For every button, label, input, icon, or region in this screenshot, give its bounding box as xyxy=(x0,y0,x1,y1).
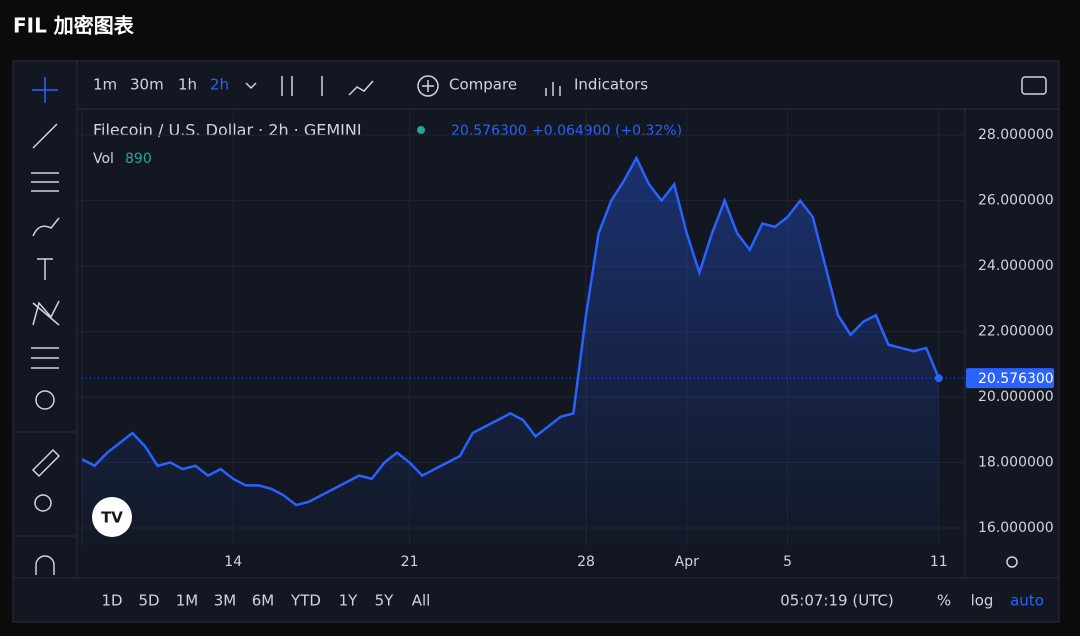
range[interactable]: 1D xyxy=(101,592,122,610)
last-price-dot xyxy=(934,374,943,383)
text-icon[interactable] xyxy=(37,258,53,280)
indicators-icon[interactable] xyxy=(545,82,561,96)
legend-change: +0.064900 (+0.32%) xyxy=(532,123,682,139)
ruler-icon[interactable] xyxy=(31,448,61,478)
vol-label: Vol xyxy=(93,151,114,167)
x-tick-label: 14 xyxy=(224,554,242,570)
settings-icon[interactable] xyxy=(1006,556,1018,568)
range[interactable]: 1M xyxy=(176,592,199,610)
log-toggle[interactable]: log xyxy=(971,592,994,610)
status-dot xyxy=(417,126,425,134)
chart-type-icons[interactable] xyxy=(245,76,374,96)
magnet-icon[interactable] xyxy=(35,555,55,575)
percent-toggle[interactable]: % xyxy=(937,592,951,610)
y-tick-label: 18.000000 xyxy=(978,455,1054,471)
drawing-tools[interactable] xyxy=(31,77,61,575)
page-title: FIL 加密图表 xyxy=(13,14,135,38)
line-icon[interactable] xyxy=(32,123,58,149)
y-tick-label: 26.000000 xyxy=(978,193,1054,209)
range[interactable]: 1Y xyxy=(339,592,359,610)
x-tick-label: Apr xyxy=(675,554,699,570)
interval-active[interactable]: 2h xyxy=(210,76,229,94)
crosshair-icon[interactable] xyxy=(32,77,58,103)
interval[interactable]: 1h xyxy=(178,76,197,94)
tv-logo[interactable] xyxy=(92,497,132,537)
tv-logo-mark: TV xyxy=(101,509,123,527)
plot: 16.000000 18.000000 20.000000 22.000000 24.0… xyxy=(77,109,1054,570)
compare-plus[interactable] xyxy=(422,80,434,92)
prediction-icon[interactable] xyxy=(31,347,59,369)
y-tick-label: 28.000000 xyxy=(978,127,1054,143)
emoji-icon[interactable] xyxy=(35,390,55,410)
zoom-icon[interactable] xyxy=(34,494,52,512)
pattern-icon[interactable] xyxy=(32,300,60,326)
range[interactable]: 5D xyxy=(138,592,159,610)
y-tick-label: 20.000000 xyxy=(978,389,1054,405)
indicators-button[interactable]: Indicators xyxy=(574,76,648,94)
last-price-label: 20.576300 xyxy=(978,371,1054,387)
compare-button[interactable]: Compare xyxy=(449,76,517,94)
interval[interactable]: 1m xyxy=(93,76,117,94)
range[interactable]: 5Y xyxy=(375,592,395,610)
x-tick-label: 11 xyxy=(930,554,948,570)
interval[interactable]: 30m xyxy=(130,76,164,94)
x-tick-label: 21 xyxy=(401,554,419,570)
compare-icon[interactable] xyxy=(417,75,439,97)
clock: 05:07:19 (UTC) xyxy=(780,592,894,610)
y-tick-label: 16.000000 xyxy=(978,520,1054,536)
range[interactable]: All xyxy=(412,592,431,610)
symbol-label: Filecoin / U.S. Dollar · 2h · GEMINI xyxy=(93,121,362,140)
y-tick-label: 22.000000 xyxy=(978,324,1054,340)
x-tick-label: 5 xyxy=(783,554,792,570)
brush-icon[interactable] xyxy=(32,217,60,237)
x-tick-label: 28 xyxy=(577,554,595,570)
area-fill xyxy=(82,158,939,545)
fib-icon[interactable] xyxy=(31,172,59,192)
auto-toggle[interactable]: auto xyxy=(1010,592,1044,610)
snapshot-icon[interactable] xyxy=(1021,76,1047,95)
range[interactable]: 3M xyxy=(214,592,237,610)
range[interactable]: 6M xyxy=(252,592,275,610)
y-tick-label: 24.000000 xyxy=(978,258,1054,274)
vol-value: 890 xyxy=(125,151,152,167)
legend-price: 20.576300 xyxy=(451,123,527,139)
last-price-tag xyxy=(966,368,1054,389)
range[interactable]: YTD xyxy=(290,592,321,610)
price-line xyxy=(81,155,940,507)
